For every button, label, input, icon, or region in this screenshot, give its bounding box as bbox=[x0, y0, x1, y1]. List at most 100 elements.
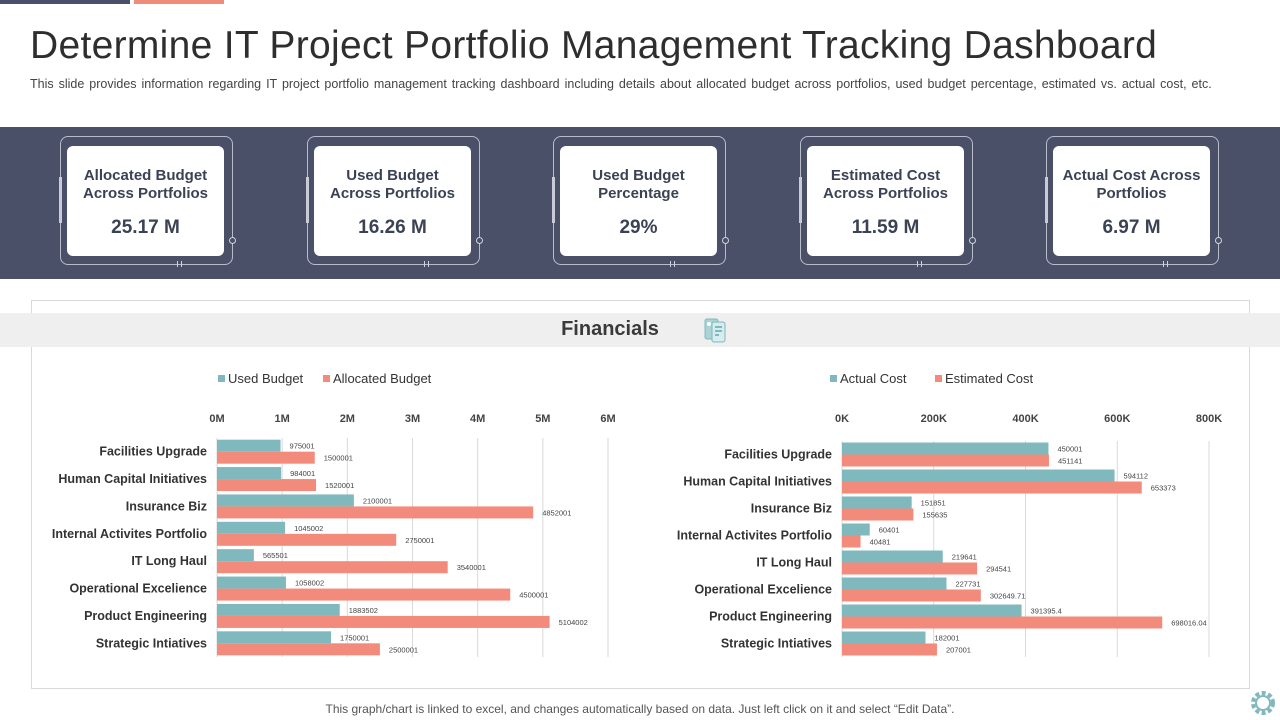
frame-accent bbox=[1045, 177, 1048, 223]
category-label: Insurance Biz bbox=[126, 499, 207, 513]
data-label: 227731 bbox=[955, 580, 980, 589]
data-label: 302649.71 bbox=[990, 592, 1025, 601]
category-label: Facilities Upgrade bbox=[99, 445, 207, 459]
frame-accent bbox=[306, 177, 309, 223]
financials-header-band bbox=[0, 313, 1280, 347]
data-label: 219641 bbox=[952, 553, 977, 562]
data-label: 1883502 bbox=[349, 606, 378, 615]
category-label: Product Engineering bbox=[84, 609, 207, 623]
frame-tick bbox=[424, 261, 429, 267]
x-tick-label: 0K bbox=[835, 413, 849, 425]
bar bbox=[842, 481, 1142, 494]
kpi-label: Allocated Budget Across Portfolios bbox=[82, 167, 209, 202]
data-label: 151851 bbox=[921, 499, 946, 508]
x-tick-label: 2M bbox=[340, 413, 355, 425]
legend-swatch bbox=[218, 375, 225, 382]
data-label: 984001 bbox=[290, 469, 315, 478]
legend-label: Allocated Budget bbox=[333, 371, 432, 386]
gear-icon[interactable] bbox=[1248, 688, 1278, 718]
category-label: Product Engineering bbox=[709, 610, 832, 624]
kpi-value: 25.17 M bbox=[111, 217, 180, 238]
bar bbox=[842, 604, 1022, 617]
kpi-estimated-cost: Estimated Cost Across Portfolios 11.59 M bbox=[799, 136, 976, 267]
kpi-actual-cost: Actual Cost Across Portfolios 6.97 M bbox=[1045, 136, 1222, 267]
data-label: 5104002 bbox=[559, 618, 588, 627]
data-label: 565501 bbox=[263, 551, 288, 560]
data-label: 451141 bbox=[1058, 457, 1082, 466]
data-label: 207001 bbox=[946, 646, 971, 655]
data-label: 182001 bbox=[934, 634, 959, 643]
bar bbox=[842, 496, 912, 509]
x-tick-label: 400K bbox=[1012, 413, 1038, 425]
x-tick-label: 4M bbox=[470, 413, 485, 425]
kpi-card: Actual Cost Across Portfolios 6.97 M bbox=[1053, 146, 1210, 256]
bar bbox=[217, 588, 511, 601]
bar bbox=[842, 589, 981, 602]
bar bbox=[217, 467, 282, 480]
kpi-band: Allocated Budget Across Portfolios 25.17… bbox=[0, 127, 1280, 279]
x-tick-label: 6M bbox=[600, 413, 615, 425]
bar bbox=[217, 549, 254, 562]
kpi-label: Used Budget Percentage bbox=[592, 167, 685, 202]
x-tick-label: 800K bbox=[1196, 413, 1222, 425]
bar bbox=[842, 577, 947, 590]
bar bbox=[842, 535, 861, 548]
data-label: 294541 bbox=[986, 565, 1011, 574]
data-label: 391395.4 bbox=[1031, 607, 1062, 616]
category-label: Internal Activites Portfolio bbox=[52, 527, 207, 541]
frame-tick bbox=[177, 261, 182, 267]
category-label: Operational Excelience bbox=[69, 582, 207, 596]
kpi-card: Used Budget Across Portfolios 16.26 M bbox=[314, 146, 471, 256]
kpi-value: 29% bbox=[619, 217, 658, 238]
bar bbox=[842, 643, 937, 656]
top-accent-bar-dark bbox=[0, 0, 130, 4]
top-accent-bar-salmon bbox=[134, 0, 224, 4]
bar bbox=[217, 603, 340, 616]
data-label: 698016.04 bbox=[1171, 619, 1206, 628]
kpi-allocated-budget: Allocated Budget Across Portfolios 25.17… bbox=[59, 136, 236, 267]
page-subtitle: This slide provides information regardin… bbox=[30, 77, 1212, 91]
frame-dot bbox=[1215, 237, 1222, 244]
frame-dot bbox=[969, 237, 976, 244]
data-label: 594112 bbox=[1124, 472, 1148, 481]
x-tick-label: 600K bbox=[1104, 413, 1130, 425]
data-label: 1500001 bbox=[324, 454, 353, 463]
category-label: Strategic Intiatives bbox=[96, 636, 207, 650]
bar bbox=[217, 494, 354, 507]
bar bbox=[842, 454, 1049, 467]
legend-label: Used Budget bbox=[228, 371, 304, 386]
kpi-value: 16.26 M bbox=[358, 217, 427, 238]
frame-tick bbox=[1163, 261, 1168, 267]
bar bbox=[217, 643, 380, 656]
data-label: 1750001 bbox=[340, 633, 369, 642]
bar bbox=[217, 521, 286, 534]
x-tick-label: 5M bbox=[535, 413, 550, 425]
bar bbox=[217, 576, 286, 589]
category-label: Strategic Intiatives bbox=[721, 637, 832, 651]
bar bbox=[217, 631, 332, 644]
cost-bar-chart: 0K 200K 400K 600K 800K Actual Cost Estimated C… bbox=[677, 371, 1222, 657]
data-label: 2750001 bbox=[405, 536, 434, 545]
legend-swatch bbox=[830, 375, 837, 382]
bar bbox=[842, 550, 943, 563]
category-label: Operational Excelience bbox=[694, 583, 832, 597]
data-label: 1045002 bbox=[294, 524, 323, 533]
kpi-used-budget-percentage: Used Budget Percentage 29% bbox=[552, 136, 729, 267]
kpi-card: Used Budget Percentage 29% bbox=[560, 146, 717, 256]
category-label: Facilities Upgrade bbox=[724, 448, 832, 462]
bar bbox=[217, 439, 281, 452]
bar bbox=[217, 615, 550, 628]
kpi-used-budget: Used Budget Across Portfolios 16.26 M bbox=[306, 136, 483, 267]
bar bbox=[217, 506, 534, 519]
legend-swatch bbox=[935, 375, 942, 382]
page-title: Determine IT Project Portfolio Managemen… bbox=[30, 24, 1158, 67]
frame-accent bbox=[59, 177, 62, 223]
data-label: 4500001 bbox=[519, 591, 548, 600]
data-label: 1058002 bbox=[295, 579, 324, 588]
bar bbox=[842, 523, 870, 536]
bar bbox=[842, 469, 1115, 482]
bar bbox=[842, 562, 978, 575]
bar bbox=[842, 631, 926, 644]
frame-dot bbox=[476, 237, 483, 244]
financials-panel bbox=[31, 300, 1250, 689]
